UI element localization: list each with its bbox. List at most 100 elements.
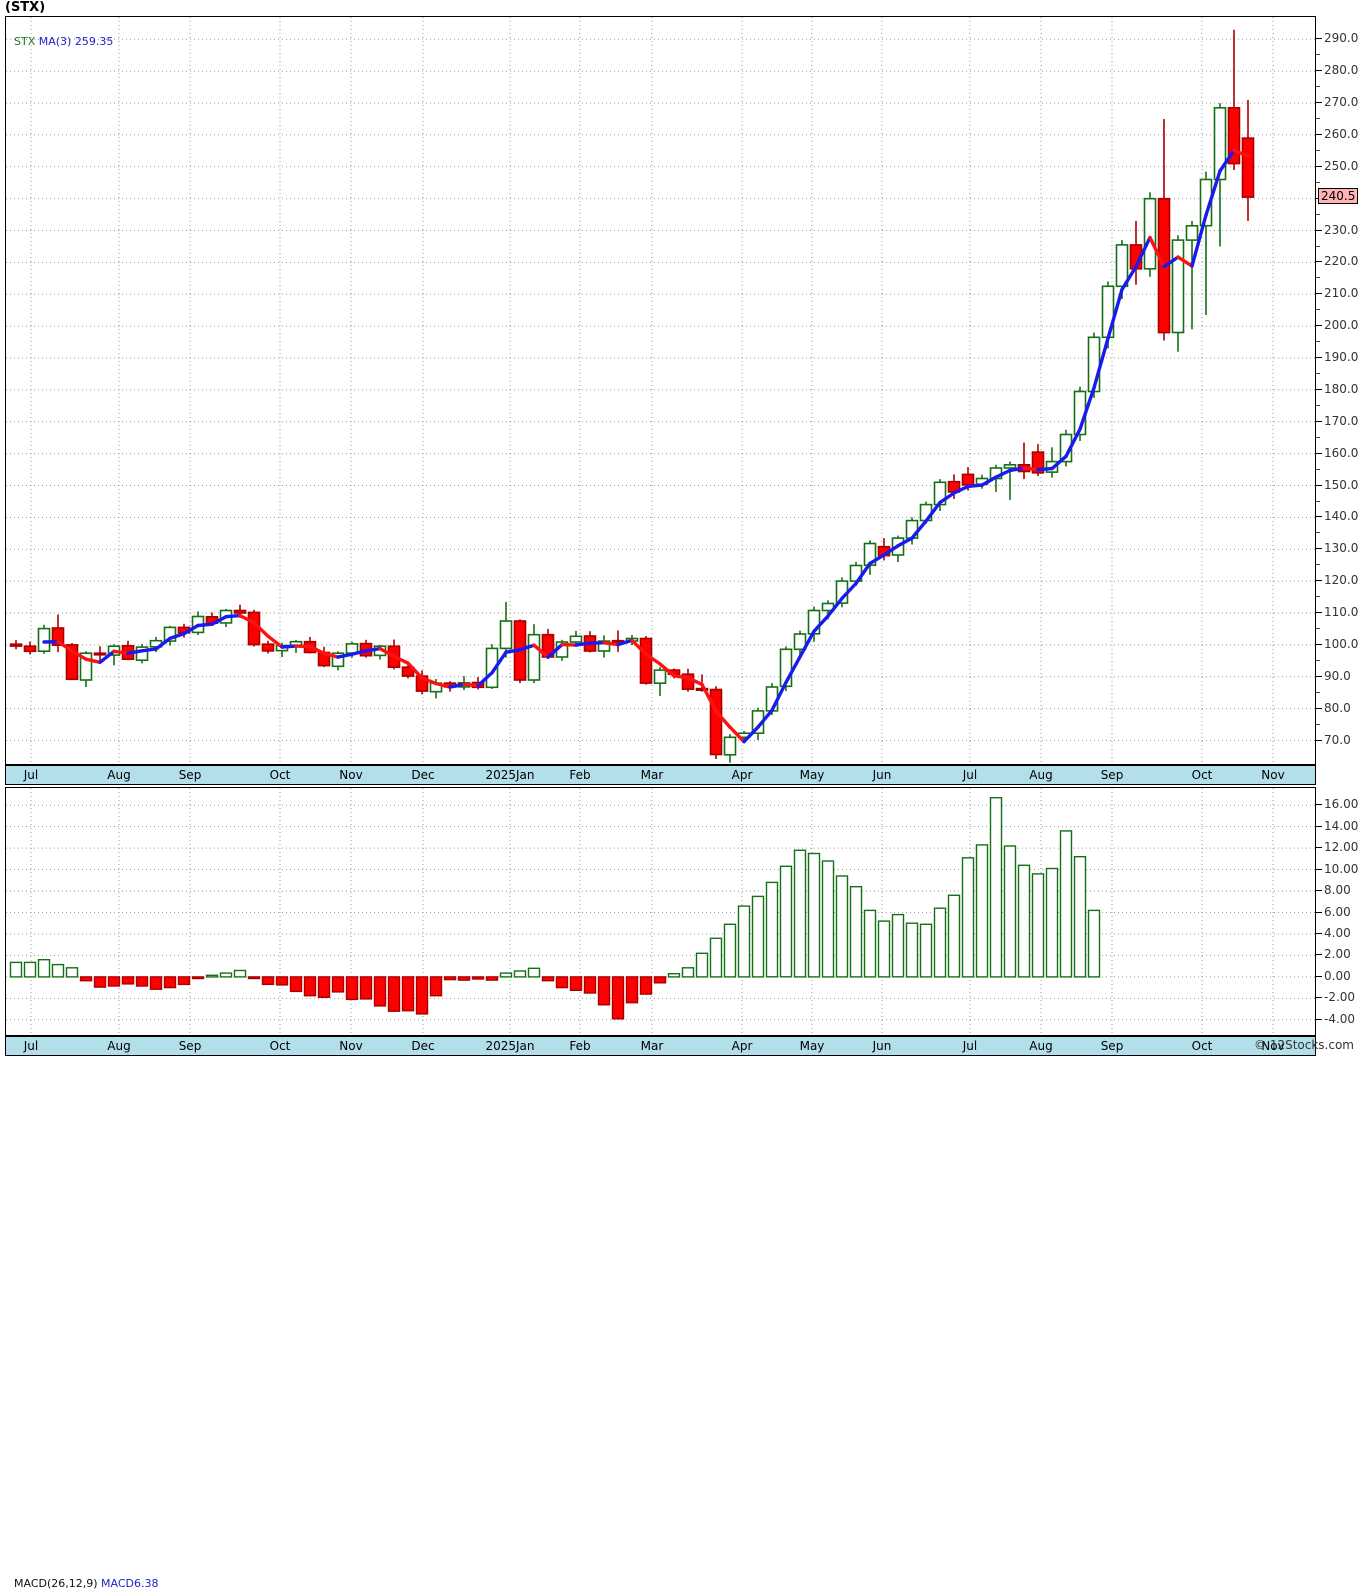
price-tick-label: 120.0 <box>1324 573 1358 587</box>
x-axis-month-label: Jul <box>963 768 977 782</box>
macd-bar <box>151 977 162 989</box>
price-tick-minor <box>1316 341 1320 342</box>
macd-bar <box>1075 857 1086 977</box>
ma3-segment <box>198 624 212 625</box>
x-axis-month-label: Jul <box>963 1039 977 1053</box>
macd-bar <box>711 938 722 977</box>
x-axis-month-label: Dec <box>411 1039 434 1053</box>
price-tick-mark <box>1316 389 1322 390</box>
price-tick-mark <box>1316 453 1322 454</box>
macd-tick-label: 14.00 <box>1324 819 1358 833</box>
current-price-flag: 240.5 <box>1318 188 1358 204</box>
price-tick-label: 150.0 <box>1324 478 1358 492</box>
macd-bar <box>669 974 680 977</box>
macd-tick-mark <box>1316 847 1322 848</box>
price-tick-minor <box>1316 532 1320 533</box>
macd-bar <box>207 975 218 977</box>
macd-bar <box>277 977 288 985</box>
price-tick-mark <box>1316 261 1322 262</box>
price-chart-panel[interactable]: STX MA(3) 259.35 <box>5 16 1316 765</box>
legend-ma-label: MA(3) <box>39 35 72 48</box>
ma3-segment <box>506 650 520 652</box>
x-axis-month-label: Jul <box>24 1039 38 1053</box>
price-candlestick-svg <box>6 17 1317 766</box>
price-tick-minor <box>1316 501 1320 502</box>
price-tick-mark <box>1316 516 1322 517</box>
x-axis-month-label: Oct <box>1192 1039 1213 1053</box>
macd-histogram-svg <box>6 788 1317 1037</box>
price-tick-mark <box>1316 102 1322 103</box>
price-tick-label: 170.0 <box>1324 414 1358 428</box>
price-tick-label: 160.0 <box>1324 446 1358 460</box>
candle-body <box>95 653 106 655</box>
candle-body <box>1145 199 1156 269</box>
price-tick-minor <box>1316 182 1320 183</box>
price-tick-minor <box>1316 724 1320 725</box>
macd-bar <box>543 977 554 981</box>
x-axis-month-label: Sep <box>1101 1039 1124 1053</box>
macd-bar <box>781 866 792 977</box>
legend-macd-value: 6.38 <box>134 1577 159 1590</box>
price-tick-mark <box>1316 644 1322 645</box>
ma3-segment <box>142 649 156 651</box>
price-tick-label: 100.0 <box>1324 637 1358 651</box>
macd-bar <box>879 921 890 977</box>
macd-tick-label: 0.00 <box>1324 969 1351 983</box>
ma3-segment <box>1038 469 1052 470</box>
x-axis-month-label: Aug <box>1029 1039 1052 1053</box>
price-tick-label: 200.0 <box>1324 318 1358 332</box>
price-tick-label: 280.0 <box>1324 63 1358 77</box>
macd-bar <box>599 977 610 1005</box>
x-axis-month-label: Jul <box>24 768 38 782</box>
macd-bar <box>263 977 274 985</box>
x-axis-month-label: Aug <box>107 1039 130 1053</box>
ma3-segment <box>674 676 688 678</box>
candle-body <box>571 636 582 642</box>
macd-tick-mark <box>1316 804 1322 805</box>
ma3-segment <box>604 643 618 645</box>
candle-body <box>263 644 274 651</box>
x-axis-month-label: May <box>800 768 825 782</box>
macd-bar <box>963 858 974 977</box>
ma3-segment <box>366 649 380 651</box>
macd-bar <box>977 845 988 977</box>
legend-symbol: STX <box>14 35 35 48</box>
price-tick-minor <box>1316 118 1320 119</box>
macd-bar <box>305 977 316 996</box>
macd-bar <box>193 977 204 979</box>
candle-body <box>711 690 722 755</box>
x-axis-month-label: May <box>800 1039 825 1053</box>
price-plot-area[interactable] <box>6 17 1317 766</box>
macd-tick-label: 4.00 <box>1324 926 1351 940</box>
price-tick-minor <box>1316 309 1320 310</box>
macd-plot-area[interactable] <box>6 788 1317 1037</box>
macd-chart-panel[interactable]: MACD(26,12,9) MACD6.38 <box>5 787 1316 1036</box>
macd-bar <box>403 977 414 1011</box>
price-tick-minor <box>1316 692 1320 693</box>
price-tick-label: 190.0 <box>1324 350 1358 364</box>
macd-bar <box>557 977 568 988</box>
macd-tick-mark <box>1316 1019 1322 1020</box>
price-tick-label: 140.0 <box>1324 509 1358 523</box>
macd-bar <box>221 973 232 977</box>
macd-tick-mark <box>1316 912 1322 913</box>
copyright-credit: © 12Stocks.com <box>1254 1038 1354 1052</box>
price-tick-label: 130.0 <box>1324 541 1358 555</box>
macd-bar <box>921 924 932 977</box>
price-tick-minor <box>1316 596 1320 597</box>
macd-bar <box>725 924 736 977</box>
macd-bar <box>991 798 1002 977</box>
macd-bar <box>1047 869 1058 977</box>
ma3-segment <box>282 646 296 647</box>
macd-bar <box>487 977 498 980</box>
candle-body <box>529 635 540 680</box>
macd-bar <box>53 965 64 977</box>
price-tick-label: 230.0 <box>1324 223 1358 237</box>
ma3-segment <box>296 646 310 647</box>
macd-tick-label: 2.00 <box>1324 947 1351 961</box>
x-axis-month-label: Feb <box>569 768 590 782</box>
price-tick-label: 290.0 <box>1324 31 1358 45</box>
price-tick-mark <box>1316 70 1322 71</box>
macd-tick-mark <box>1316 976 1322 977</box>
